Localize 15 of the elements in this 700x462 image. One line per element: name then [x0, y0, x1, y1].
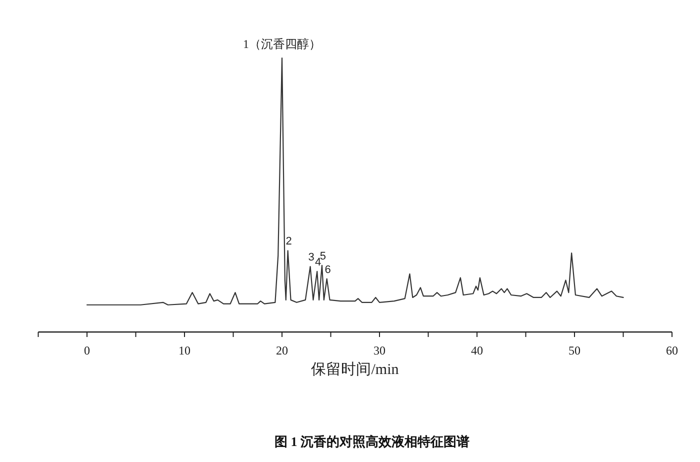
- annotation: 4: [315, 256, 322, 268]
- x-axis-title: 保留时间/min: [311, 361, 400, 378]
- x-tick-label: 50: [568, 343, 580, 358]
- annotation: 6: [324, 264, 331, 276]
- text: 图 1 沉香的对照高效液相特征图谱: [274, 434, 470, 449]
- x-tick-label: 30: [374, 343, 386, 358]
- annotation: 2: [286, 236, 292, 248]
- annotation: 5: [320, 250, 326, 262]
- annotation: 1（沉香四醇）: [243, 37, 321, 51]
- x-tick-label: 20: [276, 343, 288, 358]
- x-tick-label: 0: [84, 343, 90, 358]
- annotation: 3: [308, 252, 314, 264]
- x-tick-label: 60: [666, 343, 678, 358]
- x-tick-label: 10: [178, 343, 190, 358]
- x-tick-label: 40: [471, 343, 483, 358]
